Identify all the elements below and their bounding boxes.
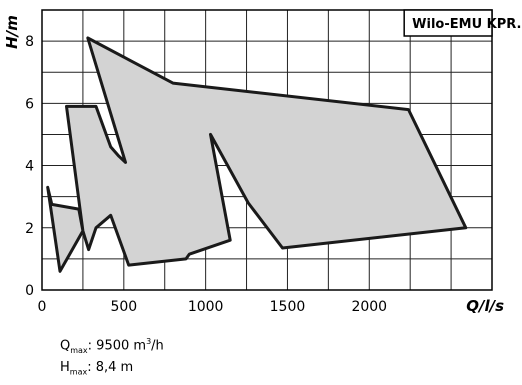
- x-tick-label: 1000: [188, 299, 224, 315]
- x-tick-label: 500: [110, 299, 137, 315]
- hmax-symbol: H: [60, 359, 70, 375]
- performance-area-polygon: [46, 36, 468, 273]
- qmax-symbol: Q: [60, 338, 71, 354]
- y-tick-label: 0: [25, 283, 34, 299]
- qmax-row: Qmax: 9500 m3/h: [60, 333, 164, 359]
- pump-stats: Qmax: 9500 m3/h Hmax: 8,4 m: [60, 333, 164, 381]
- legend-box: [403, 9, 493, 37]
- x-tick-label: 2000: [351, 299, 387, 315]
- x-tick-label: 0: [38, 299, 47, 315]
- hmax-value: : 8,4 m: [87, 359, 134, 375]
- legend-label: Wilo-EMU KPR...: [412, 17, 522, 32]
- pump-performance-chart: 0 500 1000 1500 2000 0 2 4 6 8 Wilo-EMU KPR... H/…: [3, 9, 522, 315]
- qmax-sup: 3: [146, 337, 152, 346]
- hmax-sub: max: [69, 367, 88, 377]
- performance-area: [46, 36, 468, 273]
- qmax-unit: /h: [151, 338, 164, 354]
- qmax-value: : 9500 m: [87, 338, 147, 354]
- legend: Wilo-EMU KPR...: [403, 9, 522, 37]
- plot-border: [41, 9, 493, 291]
- hmax-row: Hmax: 8,4 m: [60, 359, 164, 381]
- y-tick-label: 8: [25, 34, 34, 50]
- x-axis-label: Q/l/s: [466, 297, 504, 315]
- y-tick-label: 2: [25, 221, 34, 237]
- y-tick-label: 4: [25, 159, 34, 175]
- y-axis-label: H/m: [3, 15, 21, 49]
- plot-frame: [41, 9, 493, 291]
- y-tick-label: 6: [25, 96, 34, 112]
- x-tick-label: 1500: [270, 299, 306, 315]
- tick-labels: 0 500 1000 1500 2000 0 2 4 6 8: [25, 34, 387, 315]
- qmax-sub: max: [70, 345, 88, 355]
